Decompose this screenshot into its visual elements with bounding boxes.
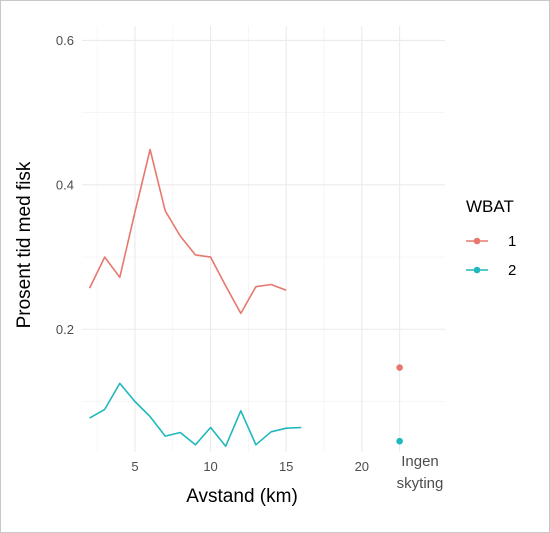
series-layer <box>88 148 403 448</box>
series-1-no-shooting-point <box>396 364 403 371</box>
x-axis-title: Avstand (km) <box>186 486 298 507</box>
series-2-no-shooting-point <box>396 437 403 445</box>
y-tick-label: 0.4 <box>56 177 74 192</box>
x-tick-label: 10 <box>203 459 217 474</box>
no-shooting-label-line1: Ingen <box>401 453 439 470</box>
series-2-line <box>89 382 302 448</box>
legend-label-2: 2 <box>508 262 516 279</box>
legend-key-dot-2 <box>473 266 481 274</box>
grid-lines <box>82 26 445 452</box>
y-tick-label: 0.6 <box>56 33 74 48</box>
no-shooting-label-line2: skyting <box>397 475 444 492</box>
tick-labels: 5 10 15 20 0.2 0.4 0.6 <box>56 33 369 474</box>
x-tick-label: 20 <box>355 459 369 474</box>
legend-title: WBAT <box>466 197 514 216</box>
x-tick-label: 5 <box>131 459 138 474</box>
legend-item-1: 1 <box>466 233 516 250</box>
legend-label-1: 1 <box>508 233 516 250</box>
legend-item-2: 2 <box>466 262 516 279</box>
series-1-line <box>88 148 287 315</box>
y-axis-title: Prosent tid med fisk <box>14 161 35 328</box>
legend-key-dot-1 <box>473 237 481 245</box>
legend: WBAT 1 2 <box>466 197 516 279</box>
x-tick-label: 15 <box>279 459 293 474</box>
y-tick-label: 0.2 <box>56 322 74 337</box>
